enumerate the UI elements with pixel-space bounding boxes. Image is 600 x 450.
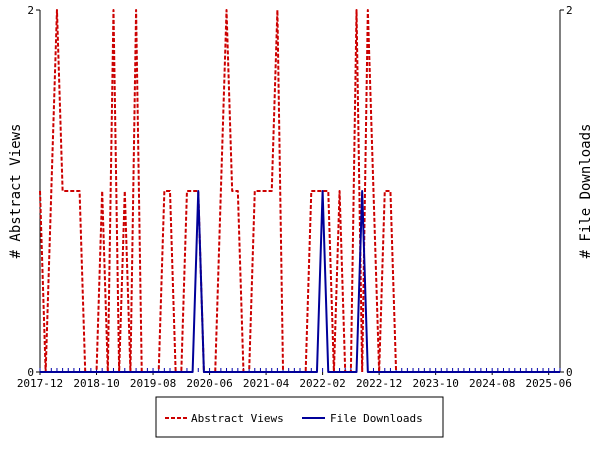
y-left-tick-label: 2 [27,4,34,17]
x-tick-label: 2020-06 [186,377,232,390]
legend-label-abstract-views: Abstract Views [191,412,284,425]
y-right-axis: 02 [560,4,573,379]
x-tick-label: 2023-10 [412,377,458,390]
x-tick-label: 2025-06 [526,377,572,390]
x-tick-label: 2017-12 [17,377,63,390]
series-line-abstract-views [39,9,560,373]
y-right-tick-label: 0 [566,366,573,379]
x-tick-label: 2024-08 [469,377,515,390]
x-tick-label: 2022-02 [299,377,345,390]
series-layer [39,9,560,373]
y-left-axis: 02 [27,4,40,379]
series-line-file-downloads [40,190,560,373]
y-left-axis-title: # Abstract Views [8,124,24,259]
y-right-tick-label: 2 [566,4,573,17]
x-tick-label: 2021-04 [243,377,290,390]
y-right-axis-title: # File Downloads [578,124,594,259]
x-tick-label: 2018-10 [73,377,119,390]
legend-box [155,396,444,438]
legend: Abstract Views File Downloads [155,396,444,438]
legend-label-file-downloads: File Downloads [330,412,423,425]
y-left-tick-label: 0 [27,366,34,379]
x-tick-label: 2019-08 [130,377,176,390]
x-tick-label: 2022-12 [356,377,402,390]
x-axis-labels: 2017-12 2018-10 2019-08 2020-06 2021-04 2022-… [17,377,572,390]
